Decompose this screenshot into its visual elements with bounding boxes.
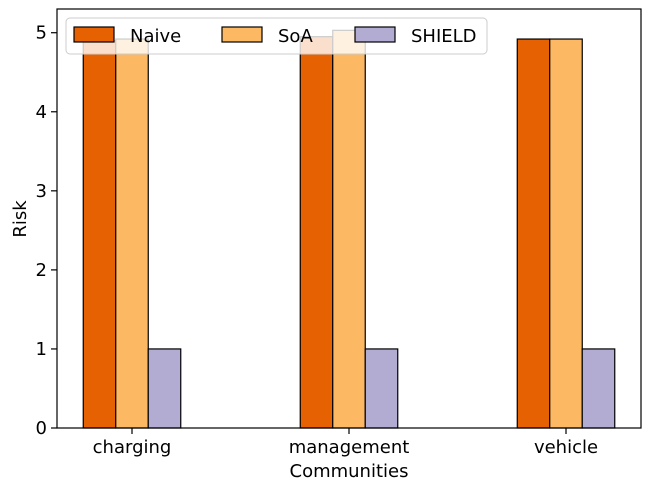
x-tick-label: management bbox=[289, 437, 410, 458]
x-tick-label: charging bbox=[93, 437, 172, 458]
bar-naive-vehicle bbox=[516, 38, 551, 429]
axes-group: 0 1 2 3 4 5 charging management vehicle bbox=[36, 8, 642, 458]
bar-soa-management bbox=[332, 29, 366, 429]
y-tick-label: 2 bbox=[36, 260, 47, 281]
bar-naive-charging bbox=[82, 40, 117, 429]
legend-label-soa: SoA bbox=[278, 26, 313, 47]
y-tick-label: 0 bbox=[36, 418, 47, 439]
x-axis-label: Communities bbox=[290, 461, 409, 482]
x-tick-label: vehicle bbox=[534, 437, 598, 458]
bar-shield-vehicle bbox=[581, 348, 616, 429]
y-tick-label: 5 bbox=[36, 23, 47, 44]
y-tick-label: 4 bbox=[36, 102, 47, 123]
bar-shield-charging bbox=[147, 348, 182, 429]
legend-label-naive: Naive bbox=[130, 26, 181, 47]
y-tick-label: 3 bbox=[36, 181, 47, 202]
legend-swatch-naive bbox=[73, 26, 115, 43]
legend: Naive SoA SHIELD bbox=[65, 17, 488, 55]
bar-shield-management bbox=[364, 348, 399, 429]
bar-soa-charging bbox=[115, 38, 149, 429]
bars-group bbox=[82, 29, 616, 429]
y-axis-label: Risk bbox=[10, 200, 31, 238]
bar-naive-management bbox=[299, 36, 334, 429]
legend-label-shield: SHIELD bbox=[411, 26, 477, 47]
legend-swatch-soa bbox=[221, 26, 263, 43]
bar-soa-vehicle bbox=[549, 38, 583, 429]
legend-swatch-shield bbox=[354, 26, 396, 43]
y-tick-label: 1 bbox=[36, 339, 47, 360]
